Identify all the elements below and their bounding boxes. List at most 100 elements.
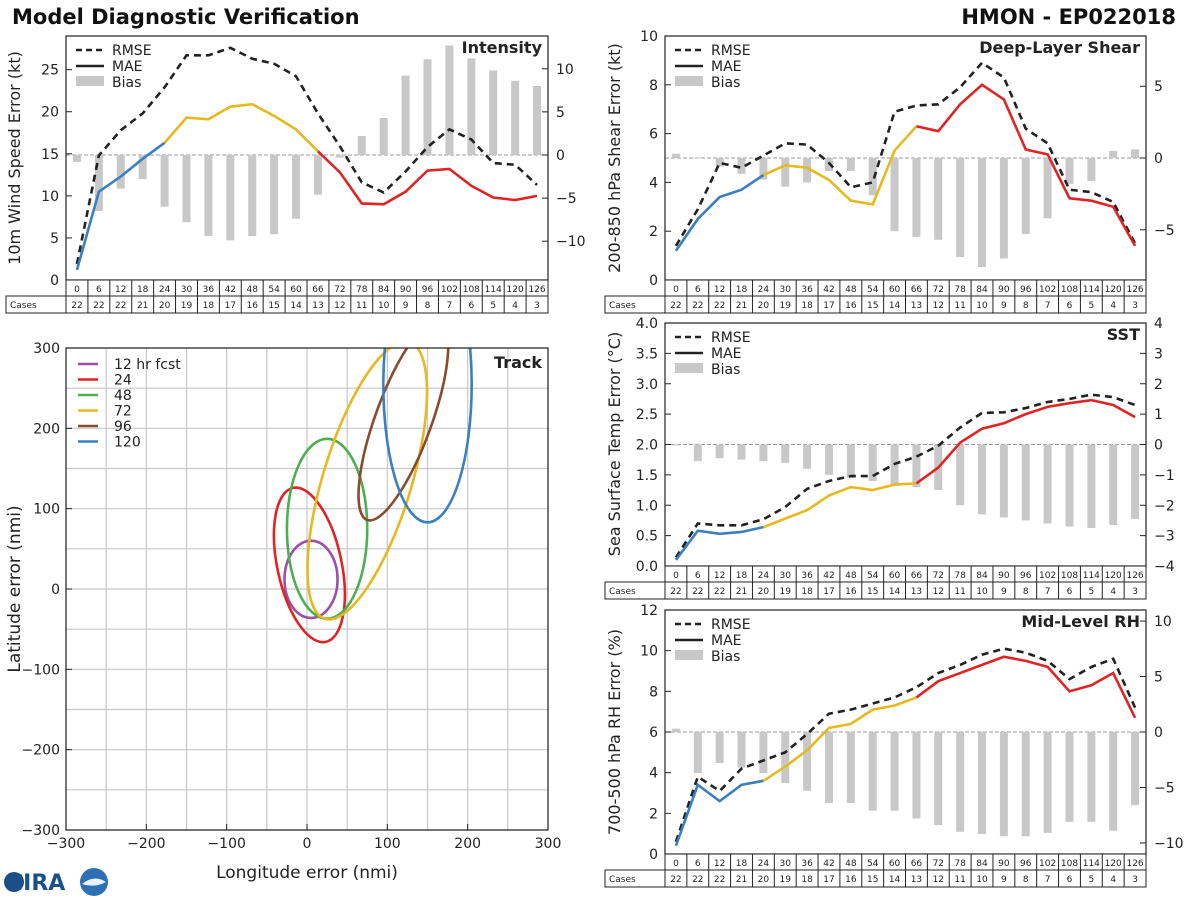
track-y-tick-label: 0 bbox=[51, 582, 60, 598]
track-x-axis-label: Longitude error (nmi) bbox=[216, 863, 398, 883]
bias-bar bbox=[803, 732, 812, 791]
case-count: 5 bbox=[1088, 587, 1094, 597]
hour-label: 72 bbox=[933, 859, 944, 869]
mae-line-segment bbox=[915, 398, 1136, 485]
bias-bar bbox=[978, 444, 987, 515]
hour-label: 30 bbox=[780, 571, 792, 581]
legend-rmse-label: RMSE bbox=[711, 617, 751, 633]
bias-bar bbox=[1087, 732, 1096, 822]
y-tick-label: 2 bbox=[649, 806, 658, 822]
hour-label: 30 bbox=[780, 285, 792, 295]
case-count: 8 bbox=[1023, 875, 1029, 885]
bias-bar bbox=[956, 732, 965, 832]
hour-label: 66 bbox=[911, 571, 923, 581]
track-ellipse bbox=[283, 539, 339, 620]
bias-bar bbox=[999, 158, 1008, 259]
case-count: 16 bbox=[247, 301, 259, 311]
bias-bar bbox=[1087, 444, 1096, 529]
y-tick-label: 3.0 bbox=[636, 377, 658, 393]
hour-label: 78 bbox=[954, 859, 966, 869]
hour-label: 66 bbox=[312, 285, 324, 295]
case-count: 18 bbox=[203, 301, 215, 311]
mae-line-segment bbox=[674, 525, 764, 561]
hour-label: 48 bbox=[845, 571, 857, 581]
y-tick-label: 1.0 bbox=[636, 498, 658, 514]
case-count: 22 bbox=[115, 301, 126, 311]
y2-tick-label: 2 bbox=[1154, 377, 1163, 393]
y2-tick-label: −1 bbox=[1154, 468, 1175, 484]
y-tick-label: 8 bbox=[649, 684, 658, 700]
bias-bar bbox=[868, 158, 877, 196]
bias-bar bbox=[846, 732, 855, 803]
mae-line-segment bbox=[674, 173, 765, 252]
bias-bar bbox=[1043, 444, 1052, 524]
case-count: 19 bbox=[181, 301, 193, 311]
rmse-line bbox=[75, 46, 538, 265]
track-x-tick-label: −100 bbox=[207, 836, 245, 852]
case-count: 19 bbox=[780, 587, 792, 597]
bias-bar bbox=[204, 154, 213, 237]
bias-bar bbox=[868, 444, 877, 481]
track-legend-label: 96 bbox=[114, 419, 132, 435]
case-count: 16 bbox=[845, 875, 857, 885]
legend-mae-label: MAE bbox=[711, 633, 742, 649]
case-count: 14 bbox=[889, 875, 901, 885]
hour-label: 66 bbox=[911, 285, 923, 295]
case-count: 10 bbox=[976, 587, 988, 597]
bias-bar bbox=[759, 444, 768, 462]
hour-label: 120 bbox=[1105, 571, 1122, 581]
bias-bar bbox=[824, 444, 833, 475]
y2-tick-label: 5 bbox=[1154, 670, 1163, 686]
case-count: 8 bbox=[1023, 587, 1029, 597]
y-tick-label: 2.5 bbox=[636, 407, 658, 423]
y2-tick-label: −5 bbox=[556, 191, 577, 207]
case-count: 11 bbox=[954, 587, 965, 597]
track-legend-label: 120 bbox=[114, 435, 141, 451]
bias-bar bbox=[890, 732, 899, 811]
bias-bar bbox=[423, 59, 432, 155]
cases-label: Cases bbox=[609, 875, 636, 885]
hour-label: 0 bbox=[673, 859, 679, 869]
bias-bar bbox=[1109, 150, 1118, 158]
case-count: 6 bbox=[1067, 875, 1073, 885]
hour-label: 30 bbox=[780, 859, 792, 869]
hour-label: 78 bbox=[356, 285, 368, 295]
case-count: 17 bbox=[823, 875, 834, 885]
y2-tick-label: 10 bbox=[1154, 614, 1172, 630]
bias-bar bbox=[781, 444, 790, 463]
case-count: 20 bbox=[758, 587, 770, 597]
hour-label: 18 bbox=[137, 285, 149, 295]
case-count: 10 bbox=[976, 301, 988, 311]
y-tick-label: 6 bbox=[649, 127, 658, 143]
track-y-axis-label: Latitude error (nmi) bbox=[5, 505, 25, 672]
y-tick-label: 10 bbox=[640, 644, 658, 660]
y2-tick-label: 1 bbox=[1154, 407, 1163, 423]
bias-bar bbox=[467, 58, 476, 155]
mae-line-segment bbox=[163, 102, 319, 153]
y2-tick-label: −4 bbox=[1154, 559, 1175, 575]
hour-label: 96 bbox=[1020, 859, 1032, 869]
case-count: 13 bbox=[911, 587, 922, 597]
hour-label: 24 bbox=[758, 571, 770, 581]
case-count: 7 bbox=[1045, 301, 1051, 311]
hour-label: 96 bbox=[1020, 571, 1032, 581]
panel-sst: 0.00.51.01.52.02.53.03.54.0−4−3−2−101234… bbox=[604, 316, 1175, 600]
y-tick-label: 4 bbox=[649, 766, 658, 782]
track-title: Track bbox=[494, 353, 542, 372]
hour-label: 114 bbox=[485, 285, 502, 295]
hour-label: 114 bbox=[1083, 859, 1100, 869]
bias-bar bbox=[116, 154, 125, 189]
case-count: 13 bbox=[911, 875, 922, 885]
hour-label: 66 bbox=[911, 859, 923, 869]
bias-bar bbox=[1131, 149, 1140, 158]
case-count: 18 bbox=[801, 587, 813, 597]
hour-label: 48 bbox=[845, 859, 857, 869]
case-count: 7 bbox=[447, 301, 453, 311]
y-tick-label: 15 bbox=[41, 147, 59, 163]
case-count: 3 bbox=[1132, 301, 1138, 311]
case-count: 4 bbox=[512, 301, 518, 311]
track-legend-label: 24 bbox=[114, 373, 132, 389]
case-count: 19 bbox=[780, 875, 792, 885]
hour-label: 54 bbox=[867, 859, 879, 869]
